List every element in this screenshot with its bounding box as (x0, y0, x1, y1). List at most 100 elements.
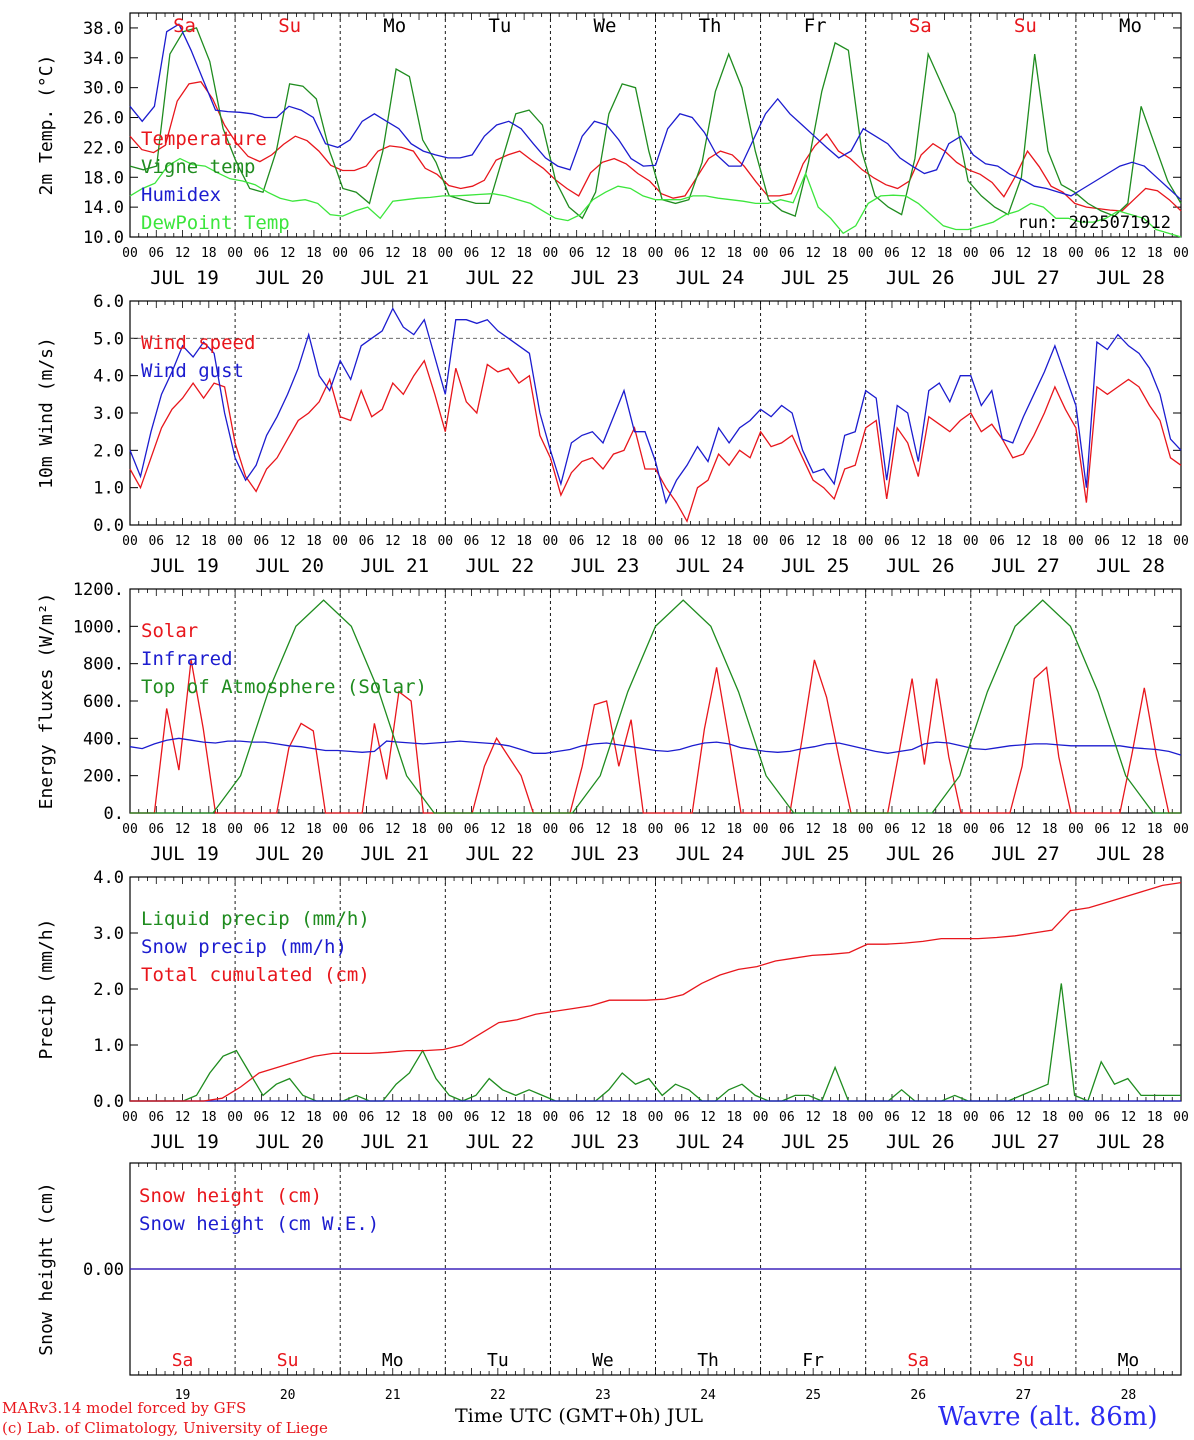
date-label: JUL 28 (1096, 555, 1165, 577)
hour-label: 00 (227, 246, 243, 261)
hour-label: 12 (595, 822, 611, 837)
hour-label: 00 (543, 822, 559, 837)
hour-label: 12 (700, 1110, 716, 1125)
hour-label: 00 (437, 1110, 453, 1125)
hour-label: 00 (753, 822, 769, 837)
hour-label: 18 (621, 822, 637, 837)
hour-label: 12 (1016, 534, 1032, 549)
hour-label: 12 (1016, 246, 1032, 261)
series-line-solar (130, 659, 1181, 814)
series-line-temperature (129, 80, 1182, 212)
legend-entry: Snow precip (mm/h) (141, 936, 347, 958)
hour-label: 12 (595, 534, 611, 549)
y-tick-label: 400. (83, 729, 124, 749)
hour-label: 06 (464, 1110, 480, 1125)
day-number: 19 (175, 1388, 191, 1403)
hour-label: 06 (148, 1110, 164, 1125)
y-tick-label: 1.0 (93, 479, 124, 499)
date-label: JUL 27 (991, 843, 1060, 865)
hour-label: 06 (1094, 1110, 1110, 1125)
day-abbr: Mo (383, 15, 406, 37)
hour-label: 18 (937, 822, 953, 837)
chart-panel-1: 10.0 14.0 18.0 22.0 26.0 30.0 34.0 38.0 2m Temp.… (36, 12, 1189, 289)
y-tick-label: 2.0 (93, 980, 124, 1000)
hour-label: 18 (1147, 246, 1163, 261)
x-axis-label: Time UTC (GMT+0h) JUL (455, 1405, 703, 1427)
hour-label: 12 (910, 822, 926, 837)
y-tick-label: 6.0 (93, 292, 124, 312)
legend-entry: Infrared (141, 648, 233, 670)
hour-label: 06 (779, 1110, 795, 1125)
legend-entry: Vigne temp (141, 156, 255, 178)
date-label: JUL 19 (150, 1131, 219, 1153)
hour-label: 00 (1068, 1110, 1084, 1125)
hour-label: 18 (726, 534, 742, 549)
hour-label: 18 (1147, 534, 1163, 549)
date-label: JUL 19 (150, 843, 219, 865)
run-label: run: 2025071912 (1017, 213, 1171, 233)
hour-label: 18 (832, 534, 848, 549)
hour-label: 00 (122, 246, 138, 261)
hour-label: 06 (674, 822, 690, 837)
legend-entry: DewPoint Temp (141, 212, 290, 234)
hour-label: 18 (832, 1110, 848, 1125)
hour-label: 18 (832, 822, 848, 837)
date-label: JUL 22 (466, 843, 535, 865)
hour-label: 12 (490, 1110, 506, 1125)
y-tick-label: 38.0 (83, 19, 124, 39)
date-label: JUL 27 (991, 555, 1060, 577)
hour-label: 12 (805, 1110, 821, 1125)
hour-label: 00 (332, 246, 348, 261)
hour-label: 18 (516, 534, 532, 549)
hour-label: 12 (280, 822, 296, 837)
day-number: 26 (910, 1388, 926, 1403)
plot-frame (129, 12, 1182, 238)
hour-label: 18 (832, 246, 848, 261)
hour-label: 12 (175, 246, 191, 261)
hour-label: 00 (648, 1110, 664, 1125)
date-label: JUL 27 (991, 267, 1060, 289)
y-tick-label: 1200. (73, 580, 124, 600)
hour-label: 06 (569, 246, 585, 261)
hour-label: 00 (437, 246, 453, 261)
date-label: JUL 26 (886, 1131, 955, 1153)
hour-label: 00 (1173, 1110, 1189, 1125)
hour-label: 18 (1147, 822, 1163, 837)
day-number: 21 (385, 1388, 401, 1403)
day-abbr: Su (277, 1350, 299, 1371)
hour-label: 06 (359, 534, 375, 549)
hour-label: 00 (437, 534, 453, 549)
chart-panel-2: 0.0 1.0 2.0 3.0 4.0 5.0 6.0 10m Wind (m/s) Wind … (36, 292, 1189, 577)
day-abbr: Sa (173, 15, 196, 37)
hour-label: 06 (464, 822, 480, 837)
hour-label: 12 (175, 534, 191, 549)
hour-label: 06 (148, 246, 164, 261)
hour-label: 00 (332, 1110, 348, 1125)
date-label: JUL 24 (676, 555, 745, 577)
y-axis-label: 10m Wind (m/s) (36, 337, 57, 489)
hour-label: 18 (201, 1110, 217, 1125)
series-line-wind-gust (129, 307, 1182, 505)
y-tick-label: 600. (83, 692, 124, 712)
date-label: JUL 26 (886, 267, 955, 289)
y-tick-label: 200. (83, 767, 124, 787)
day-abbr: Th (699, 15, 722, 37)
hour-label: 00 (858, 246, 874, 261)
date-label: JUL 21 (360, 555, 429, 577)
hour-label: 12 (910, 246, 926, 261)
y-tick-label: 22.0 (83, 138, 124, 158)
legend-entry: Liquid precip (mm/h) (141, 908, 370, 930)
y-tick-label: 30.0 (83, 79, 124, 99)
hour-label: 18 (306, 534, 322, 549)
day-abbr: Fr (802, 1350, 824, 1371)
hour-label: 18 (937, 534, 953, 549)
hour-label: 12 (595, 1110, 611, 1125)
date-label: JUL 22 (466, 1131, 535, 1153)
hour-label: 06 (884, 534, 900, 549)
date-label: JUL 21 (360, 843, 429, 865)
plot-frame (129, 588, 1182, 814)
hour-label: 00 (963, 534, 979, 549)
hour-label: 00 (1068, 534, 1084, 549)
legend-entry: Snow height (cm) (139, 1185, 322, 1207)
